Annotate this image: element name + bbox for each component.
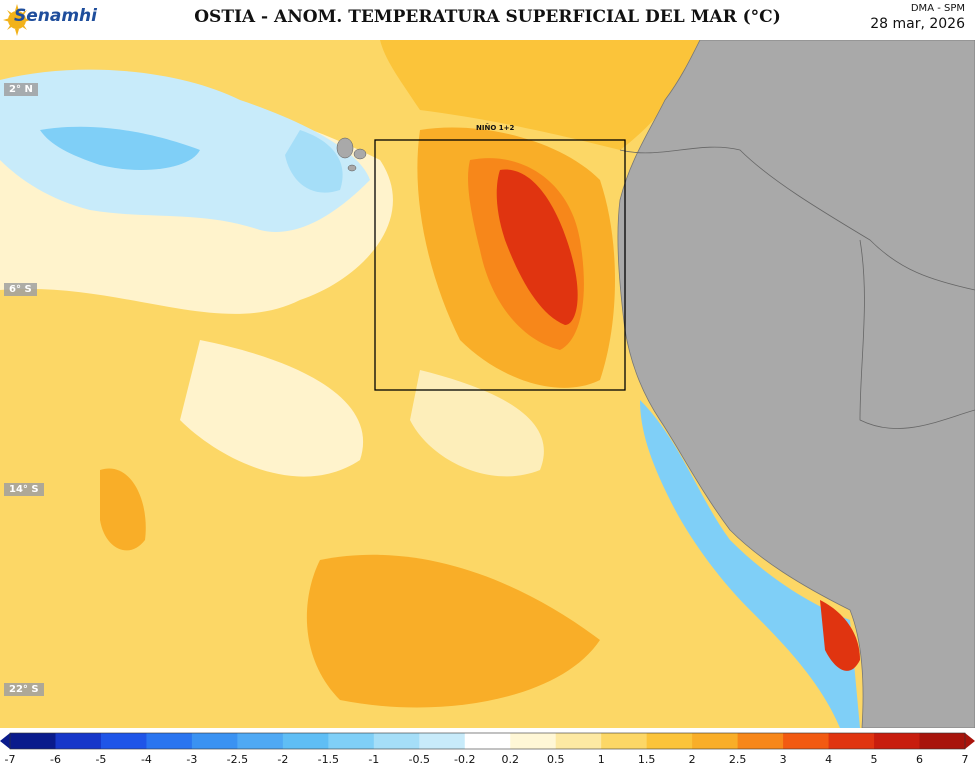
- colorbar-segment: [783, 733, 830, 749]
- department-label: DMA - SPM: [910, 3, 965, 14]
- header: Senamhi OSTIA - ANOM. TEMPERATURA SUPERF…: [0, 0, 975, 40]
- colorbar-segment: [601, 733, 648, 749]
- neutral-zone-3: [410, 370, 544, 477]
- colorbar-segment: [692, 733, 739, 749]
- colorbar-segment: [146, 733, 193, 749]
- colorbar-segment: [237, 733, 284, 749]
- lat-label-22s: 22° S: [4, 683, 44, 696]
- colorbar-tick-label: 2: [688, 753, 696, 766]
- colorbar-segment: [373, 733, 420, 749]
- colorbar-tick-label: -0.2: [454, 753, 476, 766]
- colorbar-segment: [555, 733, 602, 749]
- colorbar-segment: [828, 733, 875, 749]
- colorbar-tick-label: -2.5: [226, 753, 249, 766]
- coastal-cold-strip: [640, 400, 860, 728]
- colorbar-tick-label: 3: [779, 753, 787, 766]
- nino-1-2-region-box: [374, 139, 626, 391]
- colorbar-outline: [9, 732, 966, 750]
- colorbar-tick-label: -5: [95, 753, 107, 766]
- colorbar-tick-label: -7: [4, 753, 16, 766]
- colorbar-segment: [464, 733, 511, 749]
- warm-plume-core: [496, 169, 578, 325]
- colorbar-tick-label: -3: [186, 753, 198, 766]
- colorbar-tick-label: 1.5: [637, 753, 656, 766]
- galapagos-islands: [336, 137, 367, 172]
- lat-label-14s: 14° S: [4, 483, 44, 496]
- colorbar-segment: [646, 733, 693, 749]
- sst-anomaly-map: [0, 40, 975, 728]
- colorbar-segment: [55, 733, 102, 749]
- warm-patch-south: [306, 554, 600, 708]
- lat-label-2n: 2° N: [4, 83, 38, 96]
- map-title: OSTIA - ANOM. TEMPERATURA SUPERFICIAL DE…: [194, 7, 781, 27]
- colorbar-tick-label: -4: [140, 753, 152, 766]
- colorbar-tick-label: -2: [277, 753, 289, 766]
- header-meta: DMA - SPM 28 mar, 2026: [870, 3, 965, 32]
- colorbar-segment: [10, 733, 56, 749]
- warm-strip-north: [380, 40, 700, 150]
- lat-label-6s: 6° S: [4, 283, 37, 296]
- warm-patch-west: [100, 468, 146, 551]
- colorbar: [0, 732, 975, 750]
- colorbar-tick-label: 5: [870, 753, 878, 766]
- coastal-warm-spots: [820, 600, 860, 671]
- colorbar-tick-label: -0.5: [408, 753, 431, 766]
- cold-anomaly-core: [40, 126, 200, 170]
- colorbar-segment: [874, 733, 921, 749]
- logo-text: Senamhi: [14, 6, 97, 26]
- colorbar-arrow-high: [965, 733, 975, 749]
- nino-region-label: NIÑO 1+2: [476, 124, 515, 132]
- colorbar-tick-label: 7: [961, 753, 969, 766]
- colorbar-tick-label: 6: [916, 753, 924, 766]
- country-border: [619, 146, 975, 291]
- neutral-zone-2: [180, 340, 364, 477]
- country-border-2: [859, 239, 975, 429]
- colorbar-tick-label: -1: [368, 753, 380, 766]
- colorbar-tick-label: 2.5: [728, 753, 747, 766]
- colorbar-arrow-low: [0, 733, 10, 749]
- colorbar-tick-label: -1.5: [317, 753, 340, 766]
- colorbar-tick-label: -6: [49, 753, 61, 766]
- colorbar-segment: [510, 733, 557, 749]
- date-label: 28 mar, 2026: [870, 16, 965, 32]
- colorbar-segment: [328, 733, 375, 749]
- colorbar-segment: [191, 733, 238, 749]
- colorbar-segment: [100, 733, 147, 749]
- senamhi-logo: [3, 4, 31, 36]
- land-mass: [617, 40, 975, 728]
- colorbar-segment: [919, 733, 966, 749]
- colorbar-segment: [737, 733, 784, 749]
- colorbar-tick-label: 0.2: [501, 753, 519, 766]
- colorbar-tick-label: 4: [825, 753, 833, 766]
- colorbar-tick-label: 1: [597, 753, 605, 766]
- cold-anomaly-band: [285, 130, 343, 193]
- colorbar-segment: [419, 733, 466, 749]
- colorbar-tick-label: 0.5: [546, 753, 565, 766]
- colorbar-segment: [282, 733, 329, 749]
